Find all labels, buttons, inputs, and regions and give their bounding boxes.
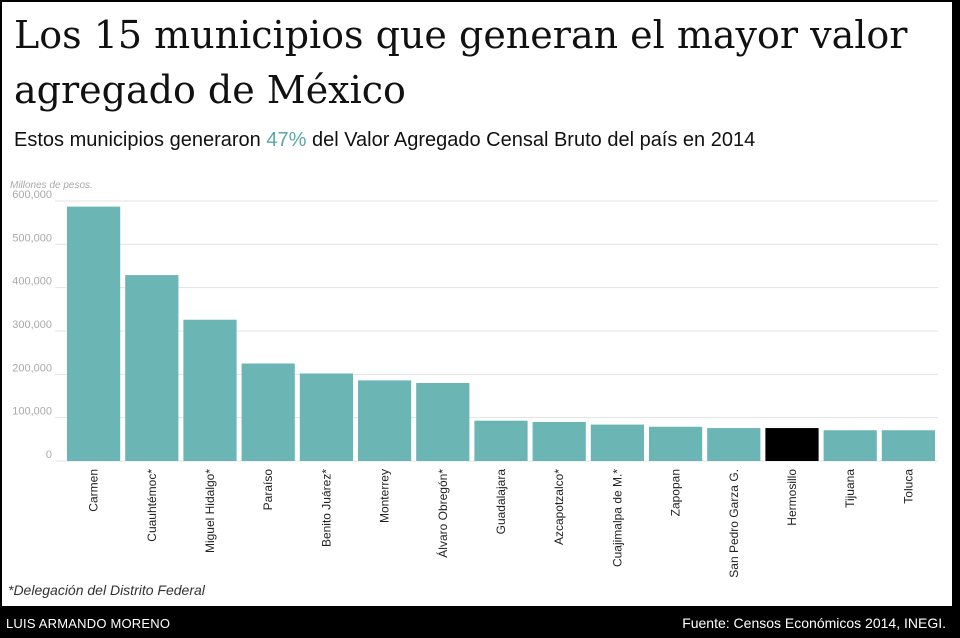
x-tick-label: Toluca: [901, 469, 915, 504]
x-tick-label: Paraíso: [261, 469, 275, 511]
x-tick-label: Carmen: [87, 469, 101, 512]
x-tick-label: Benito Juárez*: [319, 469, 333, 547]
bar-7: [416, 383, 470, 461]
y-tick-label: 400,000: [12, 276, 52, 288]
x-tick-label: San Pedro Garza G.: [727, 469, 741, 578]
x-tick-label: Azcapotzalco*: [552, 469, 566, 545]
bar-11: [649, 426, 703, 461]
y-tick-label: 600,000: [12, 189, 52, 201]
y-tick-label: 500,000: [12, 232, 52, 244]
bar-14: [823, 430, 877, 461]
footnote: *Delegación del Distrito Federal: [8, 582, 205, 598]
bar-chart: Millones de pesos. 0 100,000 200,000 300,00…: [10, 180, 938, 578]
y-tick-label: 200,000: [12, 362, 52, 374]
y-tick-label: 100,000: [12, 406, 52, 418]
x-tick-label: Álvaro Obregón*: [435, 469, 450, 558]
source-credit: Fuente: Censos Económicos 2014, INEGI.: [682, 615, 946, 631]
bar-9: [532, 422, 586, 461]
bar-13: [765, 428, 819, 461]
x-tick-label: Miguel Hidalgo*: [203, 469, 217, 553]
author-credit: LUIS ARMANDO MORENO: [6, 616, 171, 631]
subtitle: Estos municipios generaron 47% del Valor…: [14, 129, 755, 152]
x-tick-label: Guadalajara: [494, 469, 508, 535]
bar-4: [241, 363, 295, 461]
y-tick-label: 0: [46, 449, 52, 461]
x-tick-label: Tijuana: [843, 469, 857, 508]
x-tick-label: Monterrey: [378, 469, 392, 523]
y-tick-label: 300,000: [12, 319, 52, 331]
bar-12: [707, 428, 761, 461]
x-tick-label: Cuajimalpa de M.*: [610, 469, 624, 567]
bar-15: [881, 430, 935, 461]
bar-3: [183, 319, 237, 461]
bar-6: [358, 380, 412, 461]
bar-1: [67, 206, 121, 461]
bar-8: [474, 420, 528, 461]
page-title: Los 15 municipios que generan el mayor v…: [14, 13, 908, 112]
subtitle-highlight: 47%: [266, 129, 307, 151]
subtitle-text-end: del Valor Agregado Censal Bruto del país…: [306, 129, 756, 151]
x-tick-label: Zapopan: [669, 469, 683, 516]
bar-10: [590, 424, 644, 461]
y-axis-label: Millones de pesos.: [10, 180, 93, 191]
bar-5: [299, 373, 353, 461]
bar-2: [125, 275, 179, 461]
footer-bar: LUIS ARMANDO MORENO Fuente: Censos Econó…: [0, 606, 960, 638]
x-tick-label: Hermosillo: [785, 469, 799, 526]
x-tick-label: Cuauhtémoc*: [145, 469, 159, 542]
subtitle-text: Estos municipios generaron: [14, 129, 267, 151]
